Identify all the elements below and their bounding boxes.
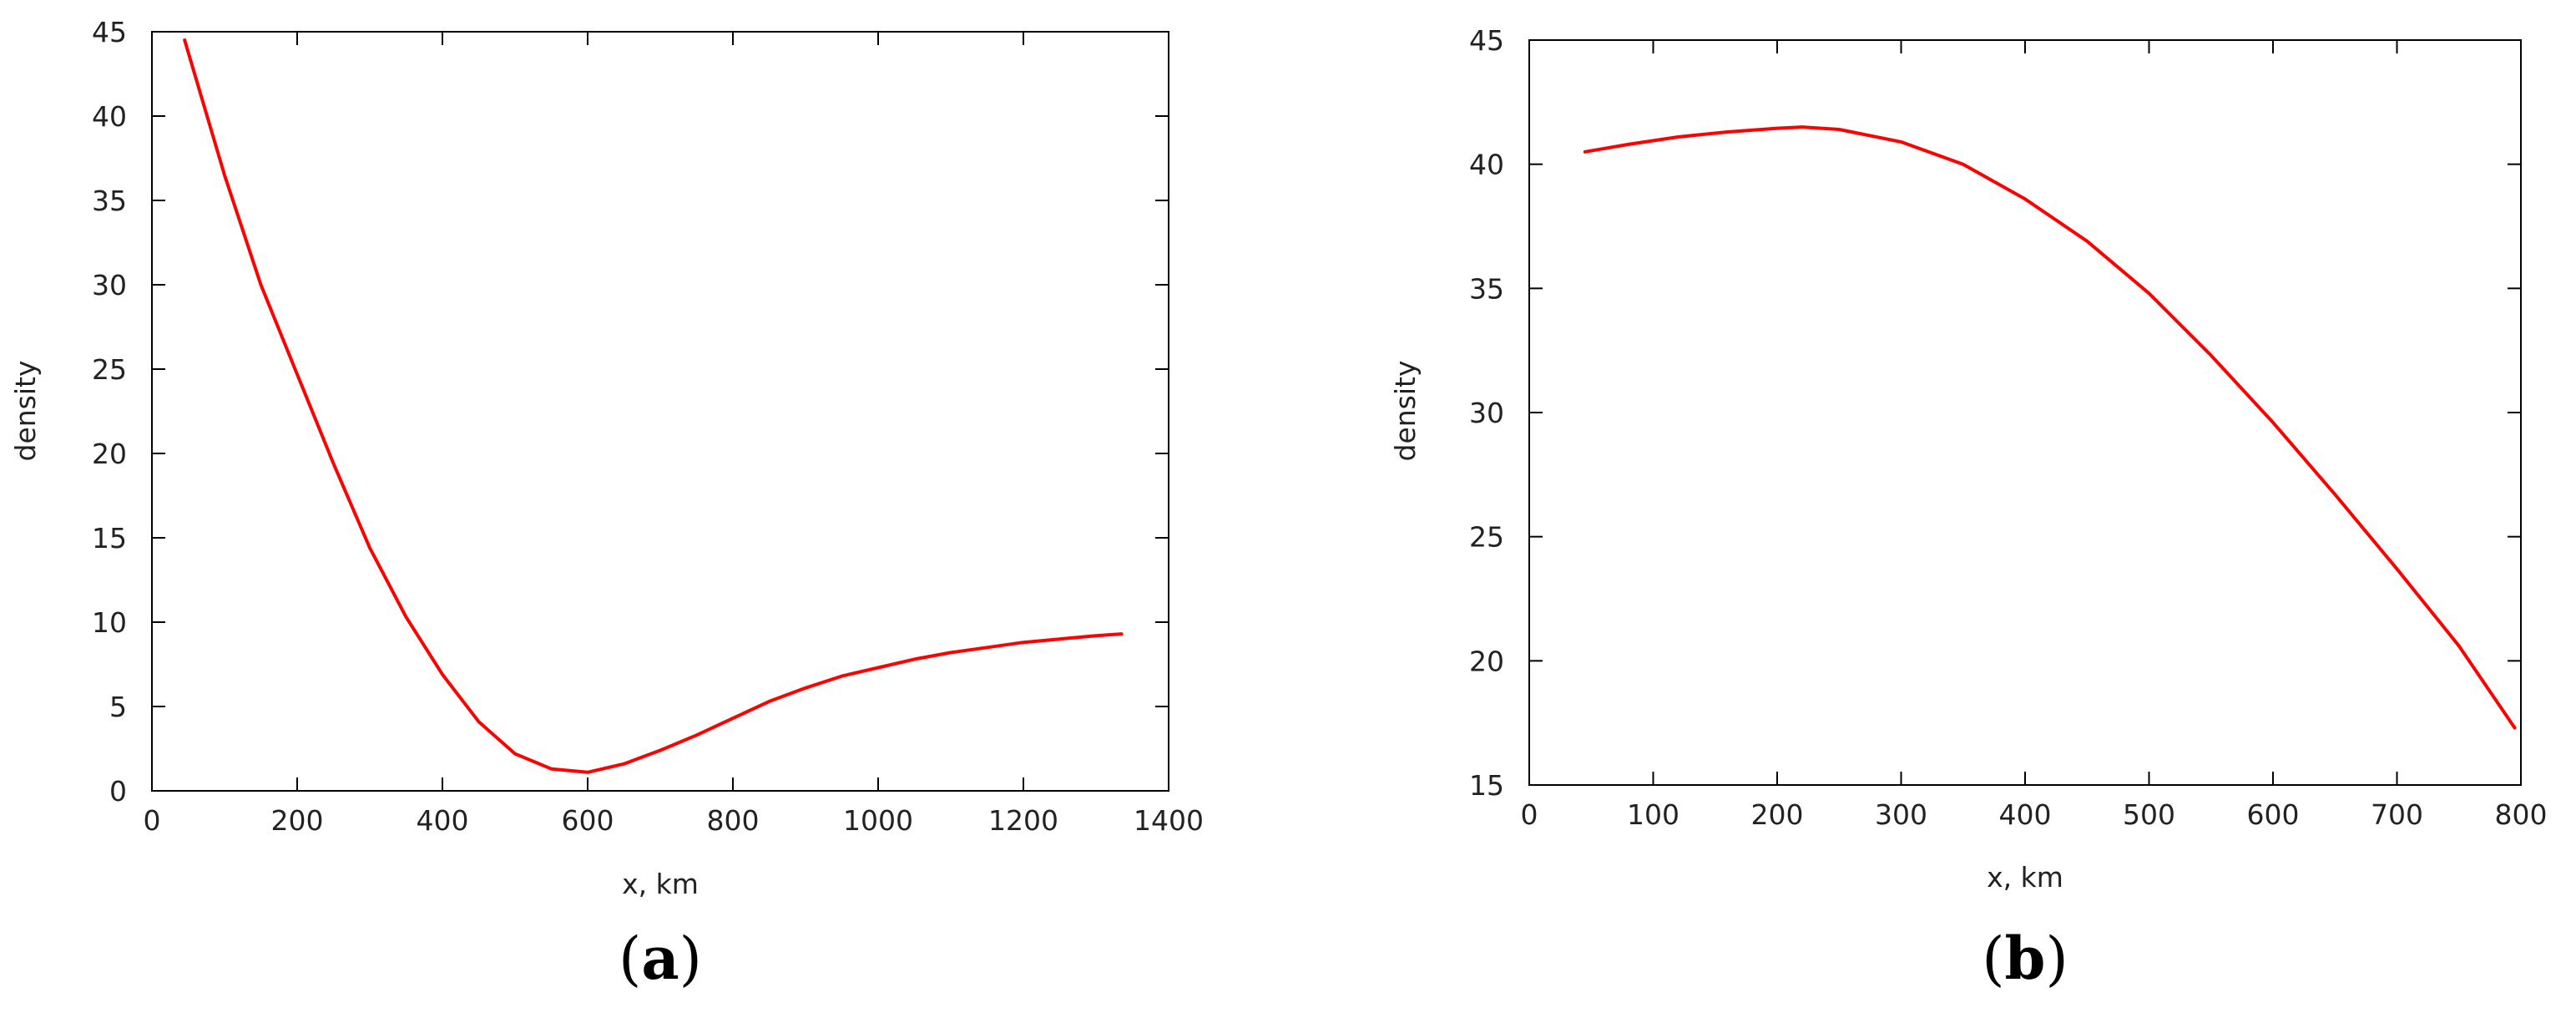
- x-tick-label: 100: [1627, 798, 1679, 831]
- panel-label-close-paren: ): [2045, 924, 2068, 993]
- series-line: [1583, 125, 2517, 730]
- chart-panel-a: 0 200 400 600 800 1000 1200 1400 0 5 10 15 20 25 30 35 4…: [9, 16, 1204, 993]
- y-tick-label: 35: [92, 185, 127, 217]
- x-tick-label: 200: [271, 804, 324, 837]
- x-tick-label: 0: [144, 804, 161, 837]
- y-tick-label: 20: [92, 438, 127, 470]
- x-tick-label: 1000: [843, 804, 913, 837]
- y-tick-label: 15: [1469, 769, 1504, 802]
- y-tick-label: 30: [92, 269, 127, 301]
- chart-panel-b: 0 100 200 300 400 500 600 700 800 15 20 25 30 35 40 45 x…: [1389, 24, 2548, 993]
- x-tick-label: 500: [2123, 798, 2175, 831]
- y-tick-label: 45: [1469, 24, 1504, 57]
- panel-label: (b): [1982, 924, 2068, 993]
- y-tick-label: 10: [92, 606, 127, 639]
- y-tick-label: 15: [92, 522, 127, 555]
- x-tick-label: 400: [1999, 798, 2052, 831]
- x-tick-label: 400: [417, 804, 469, 837]
- series-line: [183, 38, 1124, 774]
- x-axis-title: x, km: [1987, 861, 2063, 894]
- x-tick-label: 800: [707, 804, 760, 837]
- y-tick-label: 30: [1469, 397, 1504, 429]
- x-tick-label: 600: [2247, 798, 2300, 831]
- x-tick-label: 200: [1751, 798, 1804, 831]
- y-axis-title: density: [9, 361, 42, 462]
- y-tick-label: 20: [1469, 645, 1504, 677]
- y-tick-label: 35: [1469, 272, 1504, 305]
- y-tick-label: 40: [1469, 149, 1504, 181]
- panel-label: (a): [619, 924, 702, 993]
- plot-frame: [151, 31, 1169, 792]
- x-tick-label: 300: [1875, 798, 1927, 831]
- panel-label-letter: a: [641, 924, 679, 993]
- panel-label-open-paren: (: [619, 924, 641, 993]
- y-tick-label: 45: [92, 16, 127, 48]
- y-tick-label: 40: [92, 100, 127, 133]
- panel-label-letter: b: [2005, 924, 2046, 993]
- y-tick-label: 25: [92, 353, 127, 386]
- x-tick-label: 700: [2371, 798, 2423, 831]
- x-axis-title: x, km: [622, 868, 699, 900]
- panel-label-open-paren: (: [1982, 924, 2004, 993]
- x-tick-label: 1400: [1134, 804, 1204, 837]
- y-axis-title: density: [1389, 361, 1422, 462]
- panel-label-close-paren: ): [679, 924, 702, 993]
- x-tick-label: 1200: [988, 804, 1058, 837]
- y-tick-label: 5: [109, 691, 127, 723]
- x-tick-label: 600: [562, 804, 614, 837]
- plot-frame: [1528, 39, 2522, 786]
- y-tick-label: 25: [1469, 521, 1504, 554]
- x-tick-label: 0: [1521, 798, 1538, 831]
- y-tick-label: 0: [109, 775, 127, 808]
- x-tick-label: 800: [2495, 798, 2548, 831]
